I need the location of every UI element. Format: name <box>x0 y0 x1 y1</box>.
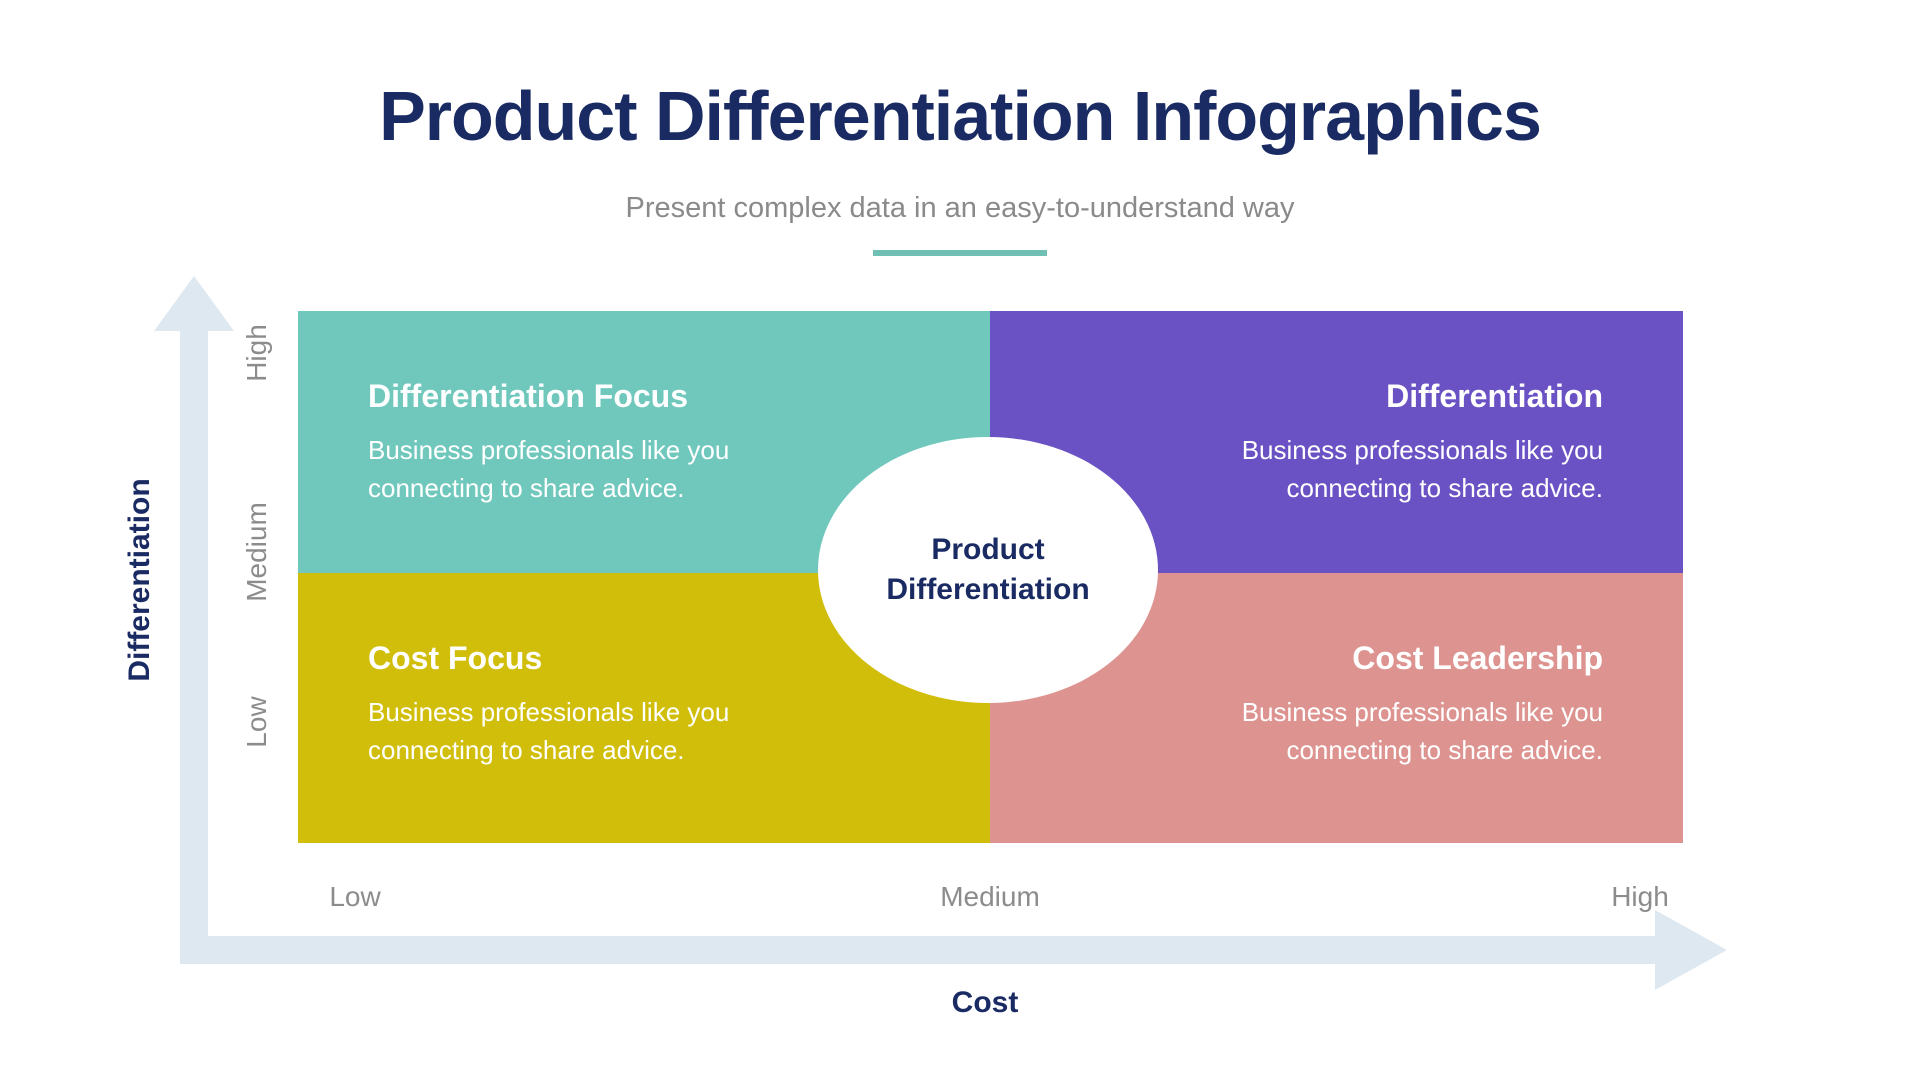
center-ellipse: Product Differentiation <box>818 437 1158 703</box>
quadrant-title: Differentiation <box>1386 378 1603 414</box>
x-tick-high: High <box>1611 881 1669 912</box>
x-tick-medium: Medium <box>940 881 1040 912</box>
x-axis-line <box>180 936 1655 964</box>
y-axis-title: Differentiation <box>123 478 156 682</box>
quadrant-cost-leadership: Cost Leadership Business professionals l… <box>990 573 1683 843</box>
quadrant-differentiation-focus: Differentiation Focus Business professio… <box>298 311 990 573</box>
x-tick-low: Low <box>329 881 381 912</box>
y-tick-high: High <box>241 324 272 382</box>
page-subtitle: Present complex data in an easy-to-under… <box>625 192 1295 224</box>
quadrant-description: Business professionals like you connecti… <box>1241 435 1603 503</box>
title-divider <box>873 250 1047 256</box>
x-axis-arrowhead-icon <box>1655 910 1727 990</box>
y-axis-line <box>180 331 208 964</box>
quadrant-description: Business professionals like you connecti… <box>1241 697 1603 765</box>
quadrant-title: Differentiation Focus <box>368 378 689 414</box>
page-title: Product Differentiation Infographics <box>379 77 1542 155</box>
quadrant-title: Cost Leadership <box>1352 640 1603 676</box>
x-axis-title: Cost <box>951 986 1019 1019</box>
quadrant-description: Business professionals like you connecti… <box>368 697 730 765</box>
y-tick-medium: Medium <box>241 502 272 602</box>
quadrant-title: Cost Focus <box>368 640 543 676</box>
y-axis-arrowhead-icon <box>154 276 234 331</box>
quadrant-description: Business professionals like you connecti… <box>368 435 730 503</box>
center-label: Product Differentiation <box>886 533 1090 606</box>
y-tick-low: Low <box>241 696 272 748</box>
